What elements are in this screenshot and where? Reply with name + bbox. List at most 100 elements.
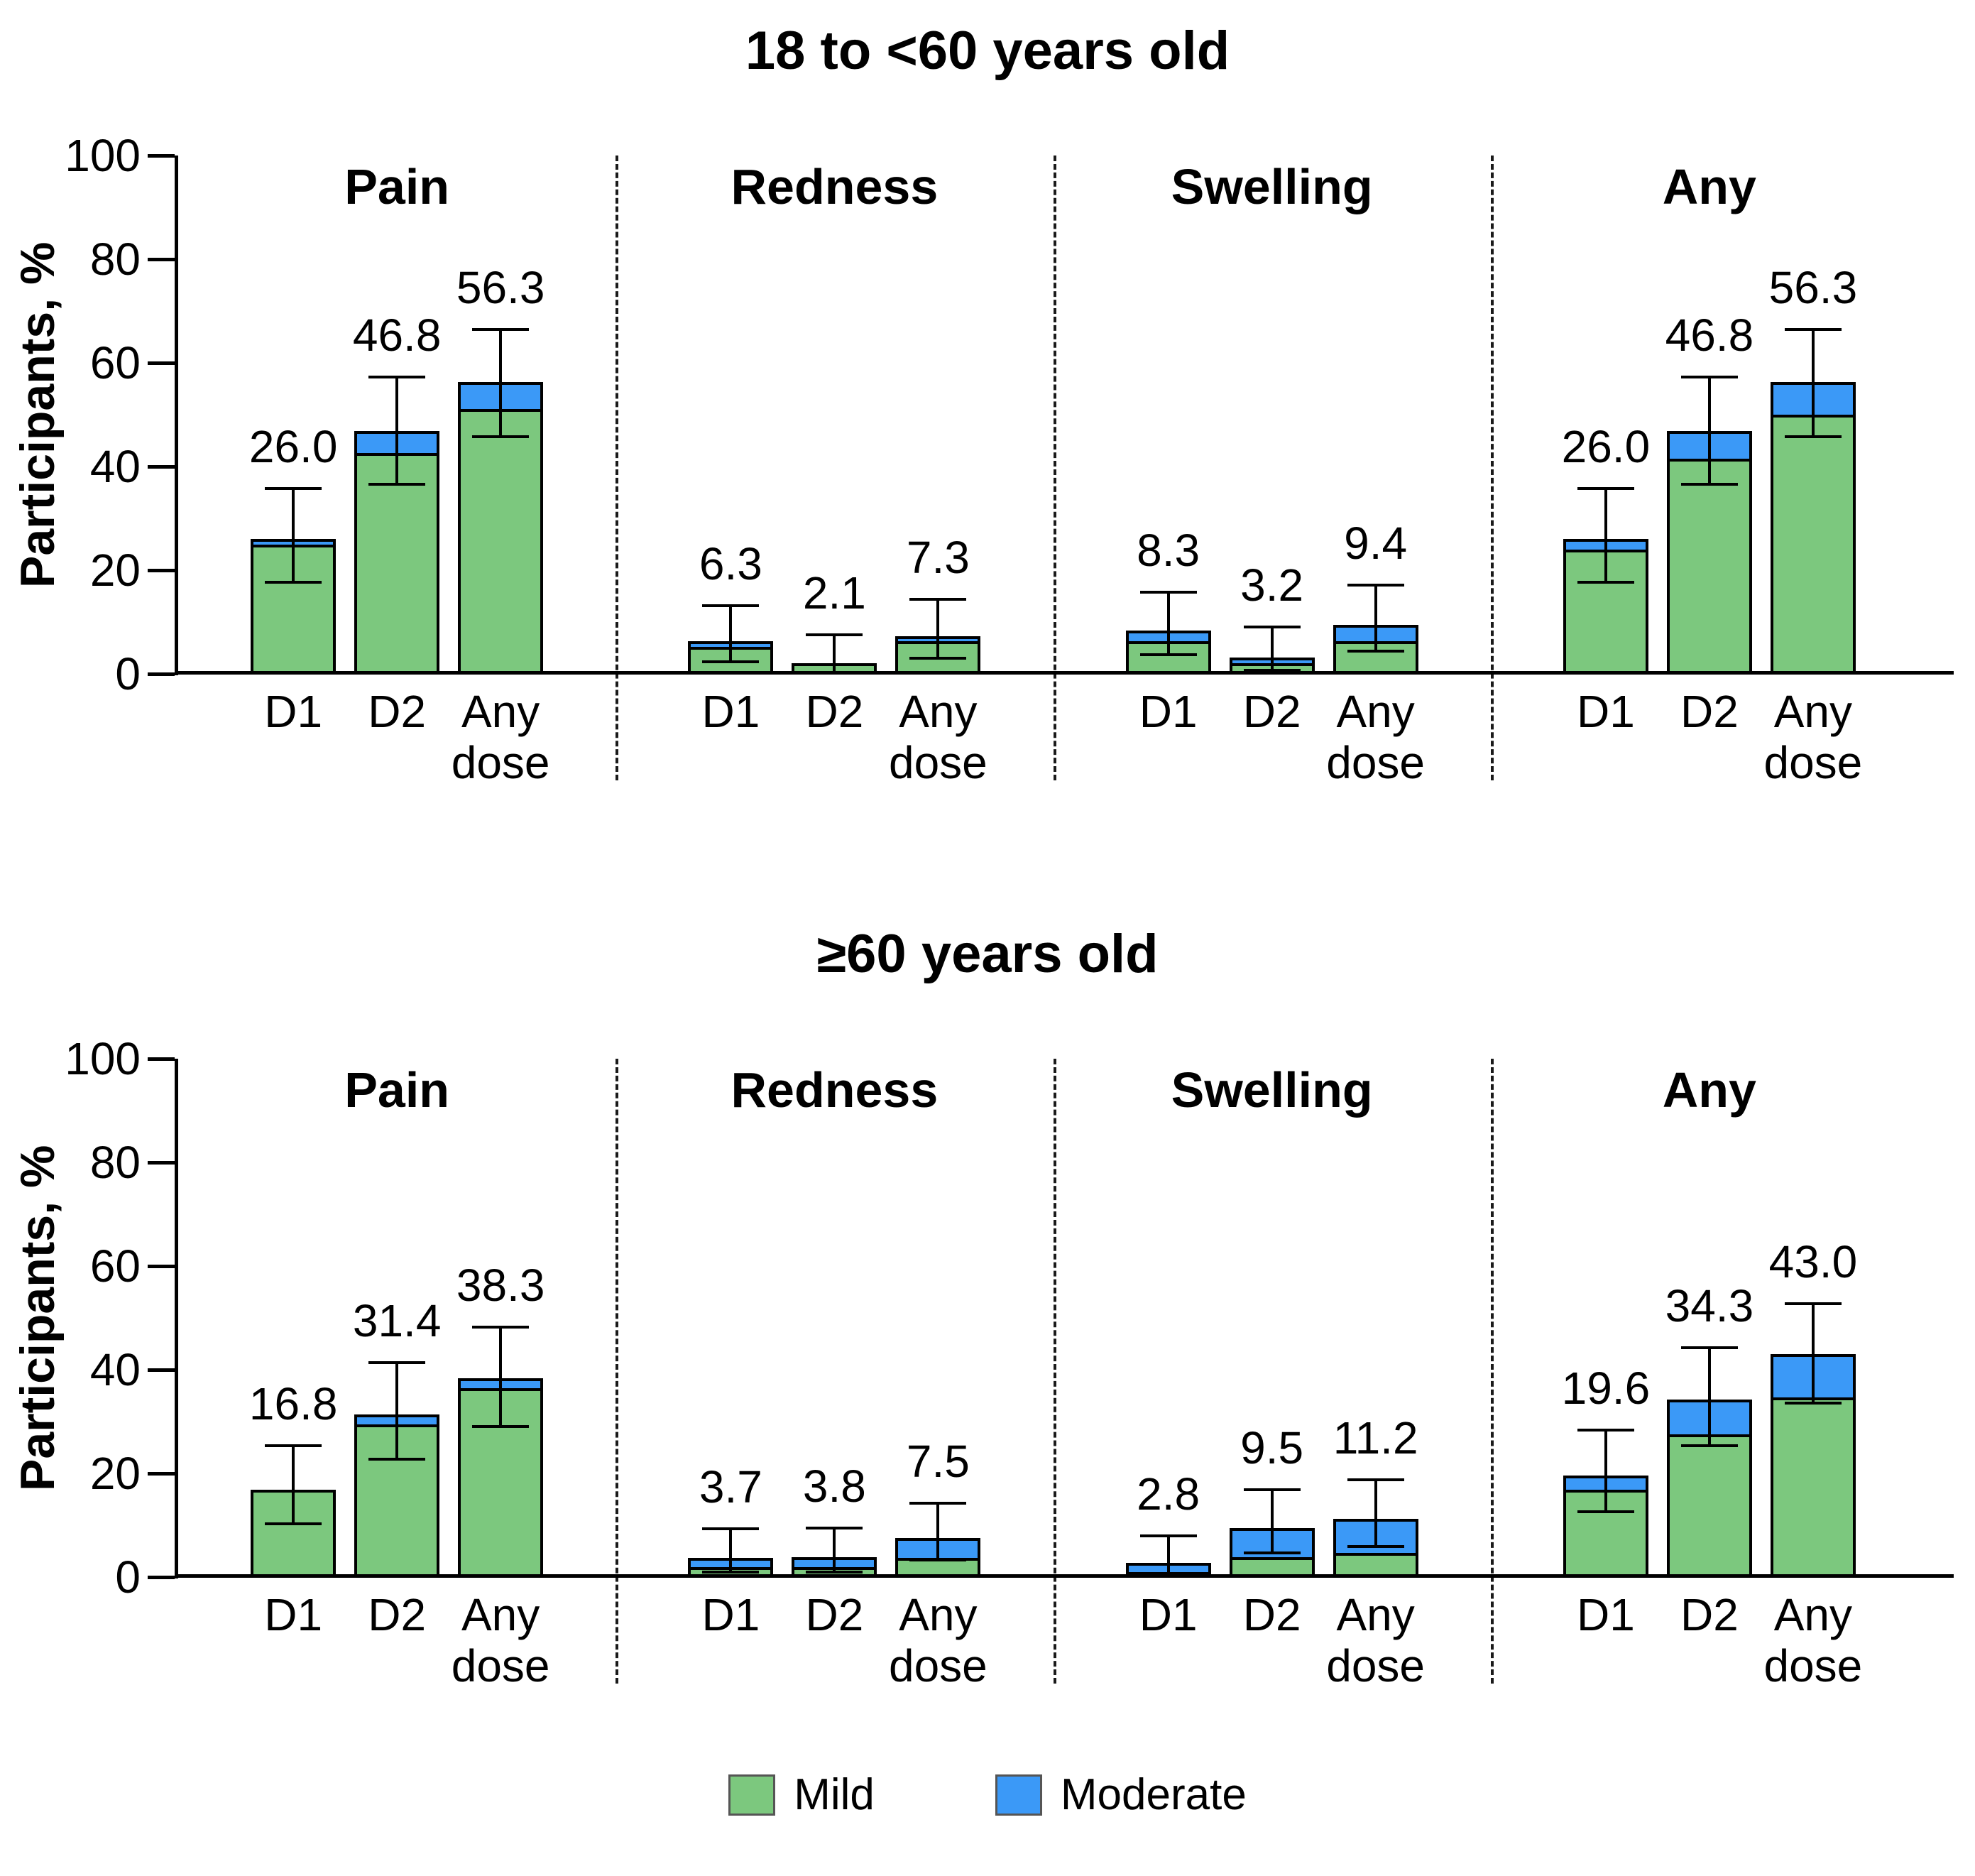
- x-tick-label-d1: D1: [264, 1589, 323, 1640]
- x-tick-label-d1: D1: [264, 686, 323, 737]
- x-tick-label-d1: D1: [1139, 1589, 1198, 1640]
- error-bar-cap-bottom: [1577, 580, 1634, 584]
- x-tick-label-any-dose: Any dose: [1763, 686, 1863, 788]
- error-bar-cap-bottom: [368, 482, 426, 486]
- value-label-swelling-d1: 8.3: [1137, 524, 1200, 576]
- y-tick-mark: [148, 1368, 175, 1372]
- legend-swatch-mild: [728, 1774, 776, 1816]
- y-tick-label: 20: [89, 1448, 141, 1499]
- error-bar-cap-bottom: [1577, 1510, 1634, 1514]
- value-label-swelling-d2: 9.5: [1240, 1422, 1304, 1474]
- y-tick-label: 60: [89, 1240, 141, 1292]
- y-tick-0: 0: [115, 648, 175, 699]
- y-tick-label: 40: [89, 1344, 141, 1395]
- error-bar-cap-bottom: [1243, 1551, 1301, 1554]
- error-bar-cap-bottom: [1139, 1572, 1197, 1576]
- error-bar-cap-bottom: [806, 1570, 863, 1574]
- error-bar-cap-top: [909, 597, 967, 601]
- value-label-pain-d2: 31.4: [352, 1294, 442, 1346]
- panel-18-to-60: 18 to <60 years old Participants, % 0 20 4…: [0, 7, 1975, 845]
- group-header: Redness: [731, 1062, 939, 1118]
- error-bar-line: [1707, 376, 1711, 484]
- error-bar-line: [499, 329, 503, 437]
- error-bar-cap-top: [1347, 584, 1404, 587]
- error-bar-cap-bottom: [368, 1458, 426, 1461]
- error-bar-line: [499, 1327, 503, 1427]
- legend-label: Mild: [794, 1770, 875, 1819]
- x-tick-label-any-dose: Any dose: [1326, 686, 1426, 788]
- legend-item-moderate: Moderate: [995, 1769, 1247, 1820]
- y-axis: 0 20 40 60 80 100: [0, 130, 175, 699]
- y-tick-mark: [148, 257, 175, 261]
- y-tick-20: 20: [89, 545, 175, 596]
- value-label-pain-d1: 16.8: [248, 1378, 338, 1430]
- y-tick-label: 20: [89, 545, 141, 596]
- error-bar-cap-bottom: [1680, 1444, 1738, 1448]
- x-tick-label-d1: D1: [1576, 686, 1635, 737]
- error-bar-cap-top: [1680, 375, 1738, 378]
- group-any: Any 26.0 D1 46.8 D2 56.3 Any dose: [1491, 156, 1928, 788]
- error-bar-cap-bottom: [1243, 668, 1301, 672]
- y-tick-label: 0: [115, 1551, 141, 1603]
- value-label-pain-any-dose: 56.3: [456, 262, 545, 314]
- group-header: Redness: [731, 159, 939, 214]
- error-bar-cap-bottom: [265, 580, 322, 584]
- legend: Mild Moderate: [0, 1769, 1975, 1820]
- value-label-redness-d2: 3.8: [802, 1460, 866, 1512]
- y-tick-label: 60: [89, 337, 141, 388]
- error-bar-line: [729, 606, 733, 662]
- value-label-redness-any-dose: 7.3: [906, 531, 970, 583]
- y-axis: 0 20 40 60 80 100: [0, 1033, 175, 1603]
- group-header: Any: [1662, 1062, 1756, 1118]
- error-bar-cap-bottom: [806, 670, 863, 674]
- x-tick-label-any-dose: Any dose: [451, 686, 550, 788]
- x-axis-line: [175, 671, 1954, 675]
- value-label-swelling-any-dose: 11.2: [1333, 1412, 1418, 1463]
- y-tick-40: 40: [90, 441, 175, 492]
- value-label-pain-any-dose: 38.3: [456, 1260, 545, 1311]
- error-bar-cap-bottom: [472, 1424, 530, 1428]
- error-bar-line: [1270, 627, 1274, 670]
- y-tick-mark: [148, 464, 175, 469]
- x-tick-label-d1: D1: [701, 1589, 760, 1640]
- plot-area: Pain 26.0 D1 46.8 D2 56.3 Any dose Redness 6.3 D1…: [178, 156, 1928, 788]
- error-bar-cap-bottom: [1680, 482, 1738, 486]
- error-bar-cap-top: [806, 633, 863, 637]
- x-tick-label-d2: D2: [1242, 686, 1301, 737]
- y-tick-mark: [148, 153, 175, 158]
- group-header: Pain: [344, 159, 450, 214]
- value-label-swelling-d1: 2.8: [1137, 1468, 1200, 1520]
- y-tick-label: 0: [115, 648, 141, 699]
- group-any: Any 19.6 D1 34.3 D2 43.0 Any dose: [1491, 1059, 1928, 1691]
- y-tick-40: 40: [89, 1344, 175, 1395]
- y-tick-mark: [148, 1160, 175, 1165]
- value-label-redness-d2: 2.1: [802, 567, 866, 619]
- y-tick-label: 80: [89, 234, 141, 285]
- x-tick-label-d2: D2: [1680, 1589, 1739, 1640]
- group-redness: Redness 6.3 D1 2.1 D2 7.3 Any dose: [616, 156, 1056, 788]
- error-bar-cap-top: [472, 328, 530, 332]
- error-bar-line: [1811, 329, 1815, 437]
- error-bar-cap-top: [1784, 328, 1842, 332]
- error-bar-cap-top: [1680, 1346, 1738, 1350]
- error-bar-line: [395, 1362, 399, 1460]
- y-tick-label: 100: [65, 1033, 141, 1084]
- value-label-any-any-dose: 56.3: [1768, 262, 1858, 314]
- error-bar-line: [1166, 1535, 1170, 1574]
- legend-label: Moderate: [1060, 1770, 1247, 1819]
- error-bar-line: [729, 1529, 733, 1572]
- group-pain: Pain 16.8 D1 31.4 D2 38.3 Any dose: [178, 1059, 619, 1691]
- y-tick-mark: [148, 1575, 175, 1579]
- group-swelling: Swelling 2.8 D1 9.5 D2 11.2 Any dose: [1054, 1059, 1494, 1691]
- value-label-any-any-dose: 43.0: [1768, 1236, 1858, 1287]
- y-tick-mark: [148, 1264, 175, 1268]
- error-bar-line: [1604, 1429, 1607, 1512]
- x-tick-label-d2: D2: [368, 1589, 427, 1640]
- value-label-any-d1: 26.0: [1561, 421, 1651, 473]
- value-label-redness-d1: 3.7: [699, 1461, 762, 1513]
- y-tick-label: 100: [65, 130, 141, 181]
- error-bar-line: [292, 1446, 295, 1524]
- value-label-swelling-any-dose: 9.4: [1344, 518, 1408, 569]
- error-bar-cap-top: [265, 1444, 322, 1448]
- x-tick-label-d2: D2: [1680, 686, 1739, 737]
